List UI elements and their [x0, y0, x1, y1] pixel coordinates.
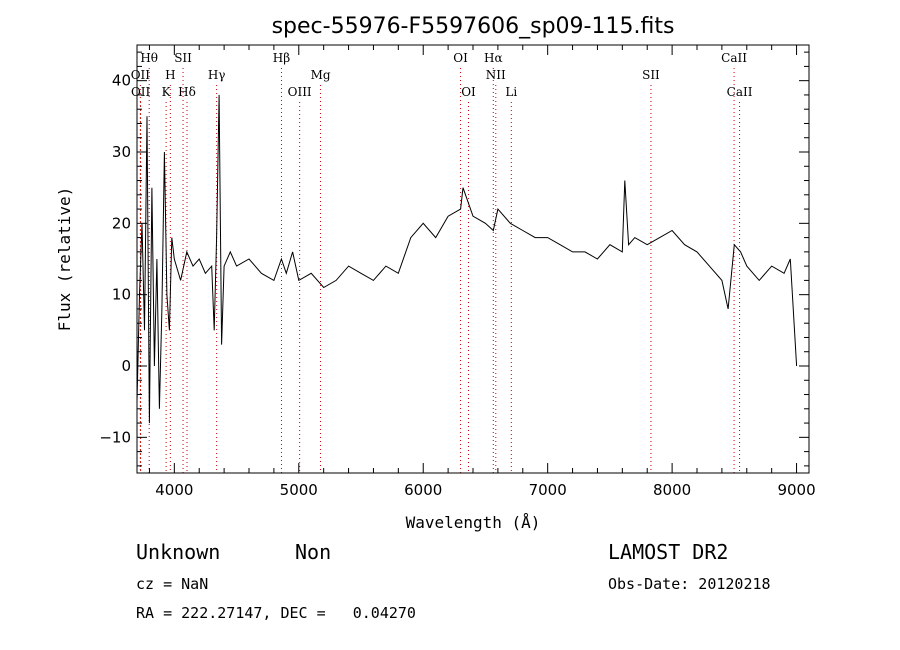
obs-date-label: Obs-Date: 20120218: [608, 575, 771, 593]
redshift-label: cz = NaN: [136, 575, 209, 593]
x-tick-label: 4000: [155, 481, 193, 499]
line-marker-label: OI: [461, 85, 476, 99]
subclass-label: Non: [295, 540, 332, 564]
line-marker-label: SII: [642, 68, 660, 82]
line-marker-label: K: [162, 85, 172, 99]
line-marker-label: OII: [131, 68, 151, 82]
series-group: [136, 94, 798, 424]
y-tick-label: 30: [112, 143, 131, 161]
line-markers: Hθ OII OII SII HK Hδ Hγ Hβ OIII Mg OI OI Hα NII Li SII C…: [131, 51, 753, 473]
x-tick-label: 8000: [653, 481, 691, 499]
line-marker-label: Hδ: [178, 85, 196, 99]
x-tick-label: 9000: [777, 481, 815, 499]
survey-label: LAMOST DR2: [608, 540, 729, 564]
chart-title: spec-55976-F5597606_sp09-115.fits: [272, 14, 675, 39]
line-marker-label: NII: [486, 68, 506, 82]
y-axis-label: Flux (relative): [55, 187, 74, 332]
line-marker-label: OII: [131, 85, 151, 99]
line-marker-label: Mg: [311, 68, 331, 82]
line-marker-label: CaII: [721, 51, 747, 65]
line-marker-label: Hθ: [140, 51, 158, 65]
line-marker-label: SII: [174, 51, 192, 65]
coordinates-label: RA = 222.27147, DEC = 0.04270: [136, 604, 416, 622]
y-tick-label: 20: [112, 214, 131, 232]
y-axis: −10 0 10 20 30 40: [99, 51, 809, 467]
line-marker-label: OIII: [288, 85, 312, 99]
line-marker-label: Hβ: [273, 51, 290, 65]
line-marker-label: Li: [505, 85, 517, 99]
line-marker-label: CaII: [727, 85, 753, 99]
plot-frame: [136, 44, 810, 474]
x-axis: 4000 5000 6000 7000 8000 9000: [148, 45, 816, 499]
y-tick-label: 40: [112, 72, 131, 90]
y-tick-label: −10: [99, 428, 131, 446]
x-tick-label: 5000: [280, 481, 318, 499]
y-tick-label: 10: [112, 286, 131, 304]
line-marker-label: Hγ: [208, 68, 226, 82]
spectrum-line: [136, 94, 798, 424]
y-tick-label: 0: [121, 357, 131, 375]
x-tick-label: 6000: [404, 481, 442, 499]
x-tick-label: 7000: [529, 481, 567, 499]
x-axis-label: Wavelength (Å): [406, 513, 541, 532]
line-marker-label: H: [165, 68, 175, 82]
line-marker-label: Hα: [484, 51, 503, 65]
line-marker-label: OI: [453, 51, 468, 65]
class-label: Unknown: [136, 540, 221, 564]
